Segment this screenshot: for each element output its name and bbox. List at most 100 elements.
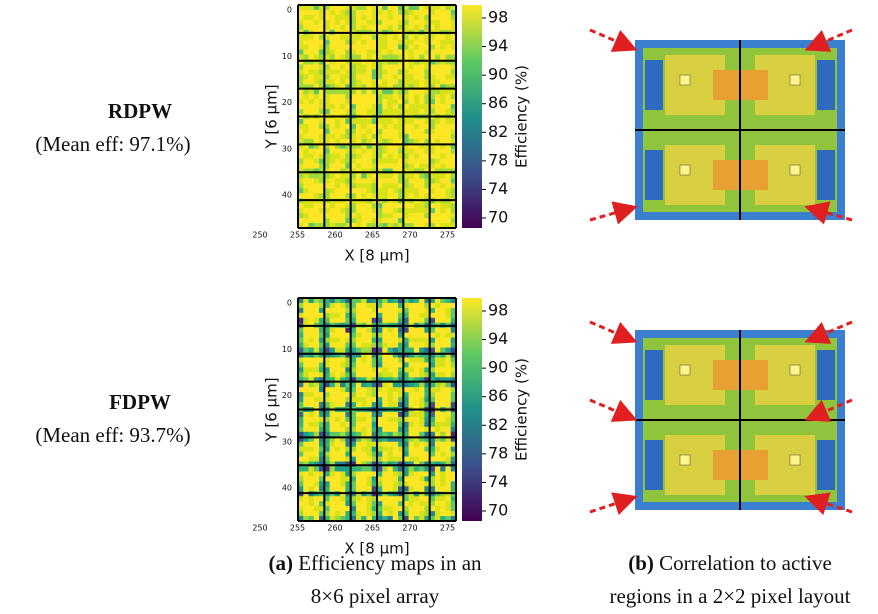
- heatmap-cell: [424, 357, 430, 363]
- heatmap-cell: [366, 158, 373, 164]
- heatmap-cell: [434, 148, 441, 154]
- heatmap-cell: [355, 188, 362, 194]
- heatmap-cell: [413, 163, 420, 169]
- heatmap-cell: [361, 203, 367, 209]
- heatmap-cell: [398, 421, 404, 428]
- heatmap-cell: [424, 104, 430, 110]
- heatmap-cell: [366, 143, 373, 150]
- heatmap-cell: [382, 178, 388, 184]
- heatmap-cell: [382, 208, 388, 214]
- heatmap-cell: [350, 213, 357, 219]
- heatmap-cell: [319, 327, 325, 333]
- heatmap-cell: [355, 104, 362, 110]
- heatmap-cell: [445, 382, 452, 388]
- heatmap-cell: [329, 392, 336, 398]
- heatmap-cell: [334, 64, 341, 70]
- heatmap-cell: [298, 79, 304, 85]
- heatmap-cell: [334, 298, 341, 304]
- heatmap-cell: [377, 163, 383, 169]
- heatmap-cell: [398, 24, 404, 31]
- heatmap-cell: [345, 402, 351, 408]
- heatmap-cell: [434, 327, 441, 333]
- heatmap-cell: [419, 168, 425, 174]
- heatmap-cell: [334, 163, 341, 169]
- heatmap-cell: [419, 54, 425, 60]
- heatmap-cell: [450, 357, 457, 363]
- heatmap-cell: [434, 347, 441, 353]
- heatmap-cell: [403, 178, 409, 184]
- heatmap-cell: [345, 456, 351, 462]
- heatmap-cell: [355, 183, 362, 189]
- heatmap-cell: [408, 153, 415, 159]
- heatmap-cell: [361, 148, 367, 154]
- heatmap-cell: [408, 34, 415, 40]
- heatmap-cell: [413, 74, 420, 80]
- heatmap-cell: [392, 173, 399, 179]
- heatmap-cell: [355, 397, 362, 403]
- heatmap-cell: [350, 148, 357, 154]
- heatmap-cell: [450, 411, 457, 418]
- heatmap-cell: [445, 104, 452, 110]
- heatmap-cell: [403, 94, 409, 100]
- heatmap-cell: [371, 327, 378, 333]
- heatmap-cell: [387, 49, 394, 55]
- heatmap-cell: [392, 64, 399, 70]
- heatmap-cell: [329, 416, 336, 423]
- heatmap-cell: [345, 347, 351, 353]
- heatmap-cell: [340, 387, 346, 393]
- heatmap-cell: [377, 223, 383, 229]
- heatmap-cell: [345, 426, 351, 433]
- heatmap-cell: [377, 466, 383, 472]
- heatmap-cell: [303, 362, 309, 368]
- heatmap-cell: [408, 14, 415, 21]
- heatmap-cell: [387, 327, 394, 333]
- heatmap-cell: [308, 481, 315, 487]
- heatmap-cell: [340, 426, 346, 433]
- heatmap-cell: [303, 9, 309, 16]
- heatmap-cell: [403, 451, 409, 457]
- heatmap-cell: [324, 99, 330, 105]
- heatmap-cell: [308, 168, 315, 174]
- heatmap-cell: [424, 441, 430, 447]
- heatmap-cell: [371, 441, 378, 447]
- heatmap-cell: [345, 5, 351, 11]
- heatmap-cell: [308, 421, 315, 428]
- heatmap-cell: [424, 466, 430, 472]
- heatmap-cell: [340, 133, 346, 140]
- caption-tag: (b): [628, 551, 654, 575]
- heatmap-cell: [361, 163, 367, 169]
- heatmap-cell: [382, 466, 388, 472]
- colorbar-label: Efficiency (%): [513, 65, 531, 168]
- heatmap-cell: [298, 69, 304, 75]
- heatmap-cell: [424, 486, 430, 492]
- heatmap-cell: [377, 138, 383, 145]
- heatmap-cell: [445, 188, 452, 194]
- heatmap-cell: [371, 451, 378, 457]
- heatmap-cell: [450, 5, 457, 11]
- heatmap-cell: [329, 312, 336, 319]
- heatmap-cell: [387, 431, 394, 438]
- heatmap-cell: [308, 441, 315, 447]
- heatmap-cell: [319, 128, 325, 135]
- heatmap-cell: [408, 302, 415, 309]
- heatmap-cell: [434, 352, 441, 358]
- heatmap-cell: [450, 506, 457, 512]
- heatmap-cell: [345, 153, 351, 159]
- heatmap-cell: [303, 168, 309, 174]
- heatmap-cell: [366, 516, 373, 522]
- heatmap-cell: [345, 471, 351, 477]
- heatmap-cell: [382, 456, 388, 462]
- heatmap-cell: [350, 456, 357, 462]
- heatmap-cell: [440, 69, 446, 75]
- heatmap-cell: [350, 436, 357, 443]
- heatmap-cell: [340, 99, 346, 105]
- heatmap-cell: [313, 461, 320, 467]
- heatmap-cell: [366, 367, 373, 373]
- heatmap-cell: [413, 501, 420, 507]
- heatmap-cell: [298, 402, 304, 408]
- heatmap-cell: [434, 307, 441, 314]
- heatmap-cell: [350, 64, 357, 70]
- heatmap-cell: [392, 486, 399, 492]
- heatmap-cell: [403, 34, 409, 40]
- heatmap-cell: [366, 163, 373, 169]
